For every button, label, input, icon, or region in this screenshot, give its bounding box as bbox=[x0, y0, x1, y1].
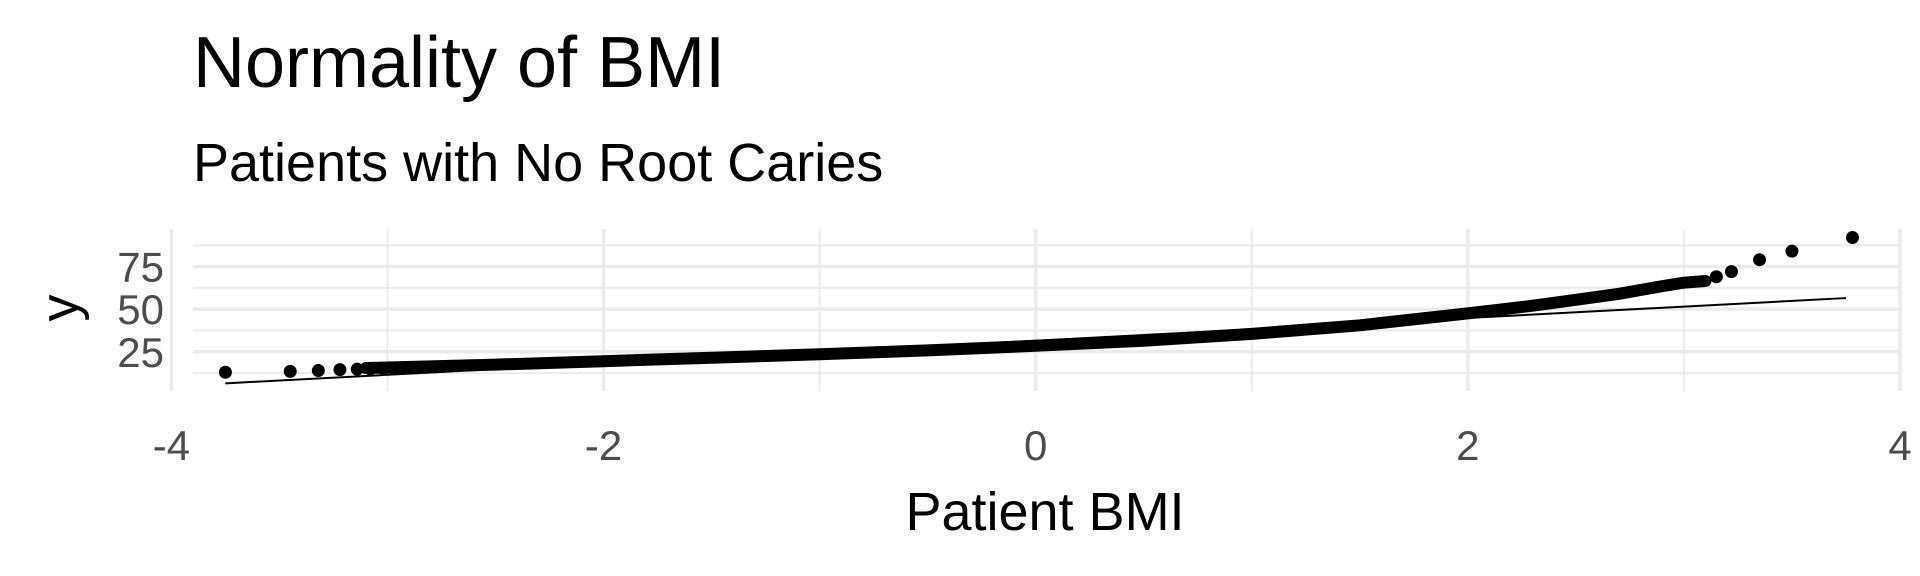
data-point bbox=[1724, 265, 1738, 279]
data-point bbox=[387, 361, 401, 375]
y-tick-label: 75 bbox=[117, 244, 164, 291]
x-tick-label: 2 bbox=[1456, 422, 1479, 469]
chart-subtitle: Patients with No Root Caries bbox=[193, 133, 883, 193]
points-layer bbox=[218, 231, 1859, 379]
x-tick-label: 0 bbox=[1024, 422, 1047, 469]
data-point bbox=[1845, 231, 1859, 245]
data-point bbox=[398, 361, 412, 375]
data-point bbox=[283, 364, 297, 378]
y-axis-title: y bbox=[30, 295, 90, 322]
grid bbox=[169, 229, 1902, 391]
chart-title: Normality of BMI bbox=[193, 23, 725, 103]
data-point bbox=[1785, 244, 1799, 258]
x-tick-label: -4 bbox=[153, 422, 190, 469]
data-point bbox=[363, 362, 377, 376]
sample-quantile-band bbox=[359, 275, 1712, 374]
data-point bbox=[376, 361, 390, 375]
x-tick-label: 4 bbox=[1888, 422, 1911, 469]
y-tick-label: 50 bbox=[117, 286, 164, 333]
x-tick-label: -2 bbox=[585, 422, 622, 469]
data-point bbox=[350, 362, 364, 376]
x-axis-title: Patient BMI bbox=[905, 482, 1184, 542]
y-tick-label: 25 bbox=[117, 329, 164, 376]
data-point bbox=[1709, 270, 1723, 284]
data-point bbox=[1753, 253, 1767, 267]
data-point bbox=[409, 361, 423, 375]
data-point bbox=[218, 365, 232, 379]
data-point bbox=[311, 364, 325, 378]
data-point bbox=[333, 363, 347, 377]
